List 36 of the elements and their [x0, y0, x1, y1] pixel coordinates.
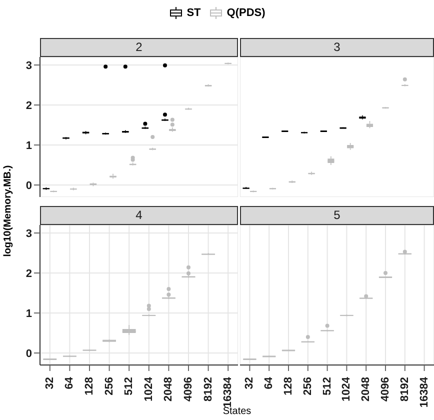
y-tick-label: 2	[26, 268, 32, 280]
x-tick-label: 4096	[380, 377, 392, 402]
x-tick-label: 512	[321, 377, 334, 396]
chart-title: 5	[240, 206, 434, 225]
x-tick-label: 2048	[360, 377, 372, 402]
y-tick-label: 0	[26, 180, 32, 192]
y-tick-label: 3	[26, 60, 32, 72]
x-tick-label: 512	[123, 377, 136, 396]
x-tick-label: 1024	[142, 376, 155, 402]
x-tick-label: 64	[64, 376, 76, 390]
x-tick-label: 128	[282, 377, 294, 396]
x-tick-label: 256	[302, 377, 314, 396]
x-tick-label: 8192	[398, 377, 411, 402]
x-axis-title: States	[222, 406, 252, 417]
y-tick-label: 3	[26, 228, 32, 240]
y-tick-label: 1	[26, 308, 32, 320]
chart-title: 4	[40, 206, 238, 225]
x-tick-label: 64	[263, 376, 276, 390]
x-tick-label: 16384	[418, 376, 430, 408]
x-tick-label: 256	[103, 377, 116, 396]
x-tick-label: 16384	[222, 376, 234, 408]
y-tick-label: 0	[26, 348, 32, 360]
x-tick-label: 1024	[340, 376, 353, 402]
x-tick-label: 32	[244, 377, 256, 390]
y-axis-title: log10(Memory.MB.)	[2, 165, 14, 257]
x-tick-label: 8192	[202, 377, 214, 402]
x-tick-label: 32	[44, 377, 56, 390]
legend-label: ST	[186, 7, 201, 19]
x-tick-label: 2048	[162, 377, 175, 402]
chart-title: 2	[40, 38, 238, 57]
chart-title: 3	[240, 38, 434, 57]
y-tick-label: 1	[26, 140, 32, 152]
x-tick-label: 4096	[182, 377, 194, 402]
y-tick-label: 2	[26, 100, 32, 112]
x-tick-label: 128	[84, 377, 96, 396]
legend-label: Q(PDS)	[226, 7, 266, 19]
